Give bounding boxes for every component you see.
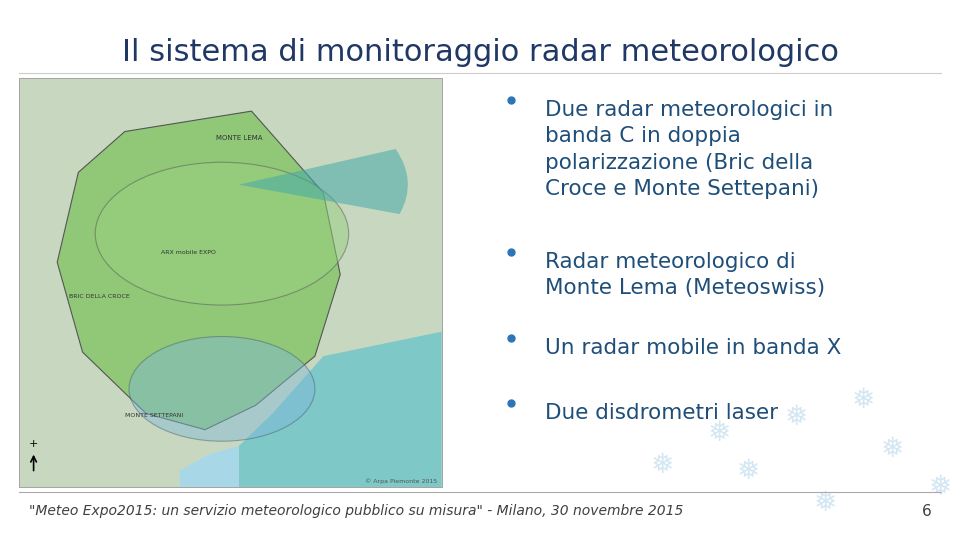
Polygon shape — [180, 446, 239, 487]
Text: ❅: ❅ — [708, 419, 732, 447]
Text: MONTE SETTEPANI: MONTE SETTEPANI — [125, 413, 183, 418]
Text: Un radar mobile in banda X: Un radar mobile in banda X — [545, 338, 842, 358]
Text: ❅: ❅ — [785, 403, 808, 431]
Text: Due disdrometri laser: Due disdrometri laser — [545, 403, 779, 423]
Text: Il sistema di monitoraggio radar meteorologico: Il sistema di monitoraggio radar meteoro… — [122, 38, 838, 67]
Polygon shape — [58, 111, 340, 430]
Text: 6: 6 — [922, 504, 931, 519]
Text: "Meteo Expo2015: un servizio meteorologico pubblico su misura" - Milano, 30 nove: "Meteo Expo2015: un servizio meteorologi… — [29, 504, 684, 518]
Text: ❅: ❅ — [929, 473, 952, 501]
Text: Due radar meteorologici in
banda C in doppia
polarizzazione (Bric della
Croce e : Due radar meteorologici in banda C in do… — [545, 100, 833, 199]
Text: ❅: ❅ — [651, 451, 674, 479]
Circle shape — [129, 337, 315, 441]
Polygon shape — [239, 332, 442, 487]
Text: ARX mobile EXPO: ARX mobile EXPO — [160, 249, 216, 254]
Text: © Arpa Piemonte 2015: © Arpa Piemonte 2015 — [365, 479, 437, 484]
Text: Radar meteorologico di
Monte Lema (Meteoswiss): Radar meteorologico di Monte Lema (Meteo… — [545, 252, 826, 298]
Text: +: + — [29, 439, 38, 449]
Text: ❅: ❅ — [814, 489, 837, 517]
Text: BRIC DELLA CROCE: BRIC DELLA CROCE — [69, 294, 130, 300]
Text: ❅: ❅ — [881, 435, 904, 463]
Circle shape — [95, 162, 348, 305]
Text: ❅: ❅ — [852, 386, 876, 414]
Text: MONTE LEMA: MONTE LEMA — [216, 135, 262, 141]
Text: ❅: ❅ — [737, 457, 760, 485]
FancyBboxPatch shape — [19, 78, 442, 487]
Wedge shape — [239, 149, 408, 214]
